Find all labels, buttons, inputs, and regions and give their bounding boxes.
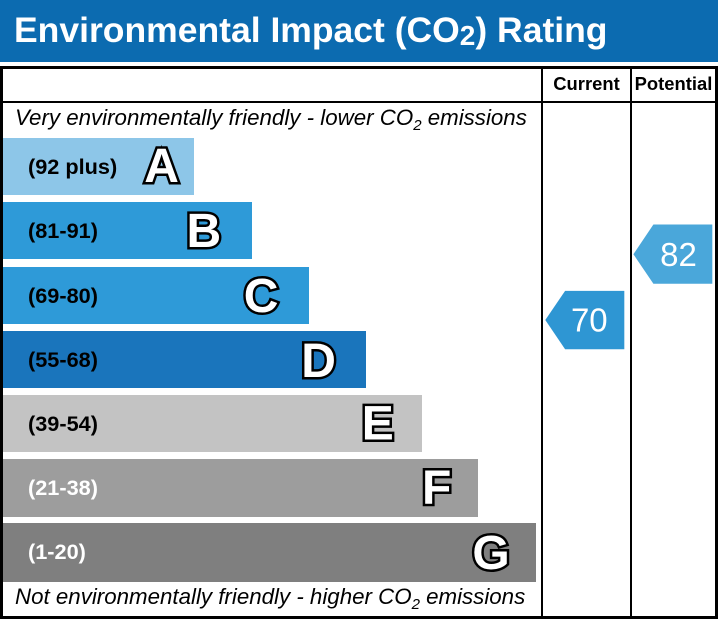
svg-text:70: 70 xyxy=(571,302,608,339)
svg-text:G: G xyxy=(472,527,509,580)
svg-text:F: F xyxy=(422,462,451,515)
svg-text:82: 82 xyxy=(660,236,697,273)
svg-text:B: B xyxy=(187,205,222,258)
svg-text:C: C xyxy=(244,270,279,323)
svg-text:E: E xyxy=(362,398,394,451)
svg-text:D: D xyxy=(301,335,336,388)
svg-text:A: A xyxy=(144,140,179,193)
